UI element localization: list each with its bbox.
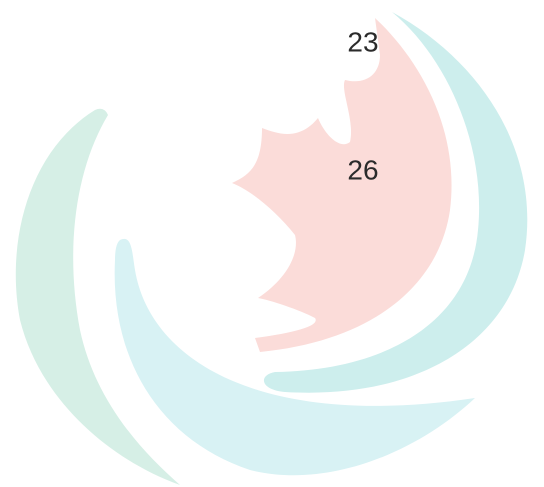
number-label: 26: [347, 154, 378, 185]
number-label: 23: [347, 26, 378, 57]
page: {"labels": ["23", "26"]} 23 26 (() => { …: [0, 0, 544, 487]
left-swoosh: [16, 109, 180, 485]
maple-leaf: [232, 18, 452, 352]
logo-canvas: 23 26: [0, 0, 544, 487]
